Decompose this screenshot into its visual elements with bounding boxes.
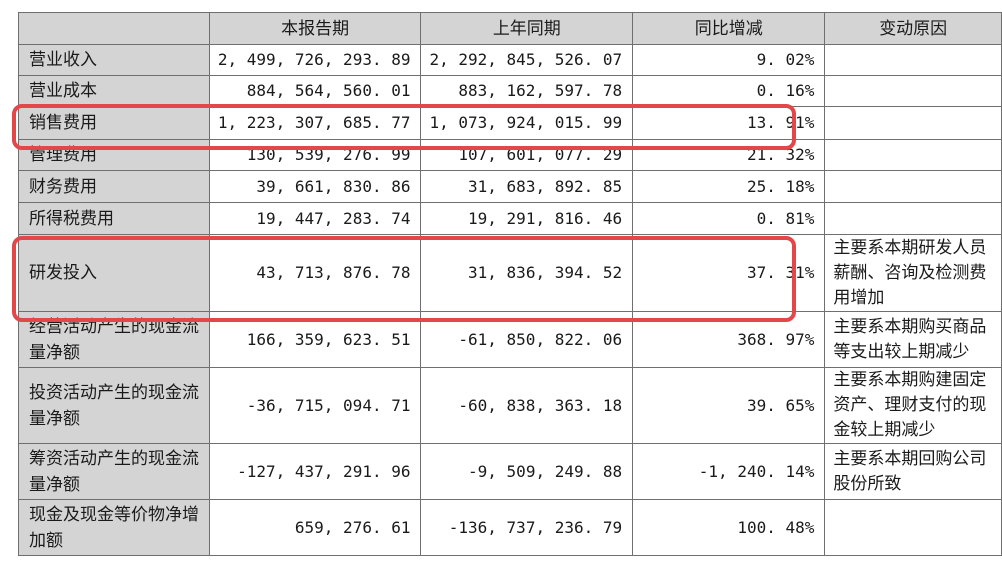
current-value: 39, 661, 830. 86	[208, 170, 422, 203]
header-cell-current: 本报告期	[208, 12, 422, 45]
previous-value: -61, 850, 822. 06	[420, 311, 634, 368]
reason-text	[824, 75, 1002, 107]
current-value: 884, 564, 560. 01	[208, 75, 422, 107]
row-label: 营业收入	[18, 44, 210, 76]
table-row: 筹资活动产生的现金流量净额 -127, 437, 291. 96 -9, 509…	[18, 443, 1002, 500]
current-value: 1, 223, 307, 685. 77	[208, 106, 422, 140]
current-value: -127, 437, 291. 96	[208, 443, 422, 500]
table-row: 财务费用 39, 661, 830. 86 31, 683, 892. 85 2…	[18, 170, 1002, 203]
reason-text	[824, 106, 1002, 140]
header-cell-change: 同比增减	[632, 12, 826, 45]
change-value: -1, 240. 14%	[632, 443, 826, 500]
change-value: 0. 81%	[632, 202, 826, 235]
reason-text: 主要系本期回购公司股份所致	[824, 443, 1002, 500]
previous-value: -60, 838, 363. 18	[420, 367, 634, 444]
row-label: 财务费用	[18, 170, 210, 203]
row-label: 销售费用	[18, 106, 210, 140]
reason-text: 主要系本期购建固定资产、理财支付的现金较上期减少	[824, 367, 1002, 444]
row-label: 营业成本	[18, 75, 210, 107]
current-value: 130, 539, 276. 99	[208, 139, 422, 171]
change-value: 39. 65%	[632, 367, 826, 444]
reason-text: 主要系本期购买商品等支出较上期减少	[824, 311, 1002, 368]
previous-value: 2, 292, 845, 526. 07	[420, 44, 634, 76]
table-row: 投资活动产生的现金流量净额 -36, 715, 094. 71 -60, 838…	[18, 367, 1002, 444]
change-value: 13. 91%	[632, 106, 826, 140]
previous-value: 1, 073, 924, 015. 99	[420, 106, 634, 140]
previous-value: 31, 683, 892. 85	[420, 170, 634, 203]
reason-text	[824, 170, 1002, 203]
previous-value: 883, 162, 597. 78	[420, 75, 634, 107]
reason-text: 主要系本期研发人员薪酬、咨询及检测费用增加	[824, 234, 1002, 312]
row-label: 投资活动产生的现金流量净额	[18, 367, 210, 444]
current-value: 43, 713, 876. 78	[208, 234, 422, 312]
financial-comparison-table: 本报告期 上年同期 同比增减 变动原因 营业收入 2, 499, 726, 29…	[18, 12, 1002, 556]
header-cell-reason: 变动原因	[824, 12, 1002, 45]
change-value: 0. 16%	[632, 75, 826, 107]
change-value: 37. 31%	[632, 234, 826, 312]
previous-value: 19, 291, 816. 46	[420, 202, 634, 235]
change-value: 368. 97%	[632, 311, 826, 368]
row-label: 筹资活动产生的现金流量净额	[18, 443, 210, 500]
change-value: 25. 18%	[632, 170, 826, 203]
change-value: 100. 48%	[632, 499, 826, 556]
row-label: 经营活动产生的现金流量净额	[18, 311, 210, 368]
current-value: 2, 499, 726, 293. 89	[208, 44, 422, 76]
reason-text	[824, 499, 1002, 556]
table-row: 营业成本 884, 564, 560. 01 883, 162, 597. 78…	[18, 75, 1002, 107]
table-row: 销售费用 1, 223, 307, 685. 77 1, 073, 924, 0…	[18, 106, 1002, 140]
table-row: 营业收入 2, 499, 726, 293. 89 2, 292, 845, 5…	[18, 44, 1002, 76]
table-row: 研发投入 43, 713, 876. 78 31, 836, 394. 52 3…	[18, 234, 1002, 312]
previous-value: 31, 836, 394. 52	[420, 234, 634, 312]
previous-value: -136, 737, 236. 79	[420, 499, 634, 556]
reason-text	[824, 202, 1002, 235]
row-label: 所得税费用	[18, 202, 210, 235]
table-row: 经营活动产生的现金流量净额 166, 359, 623. 51 -61, 850…	[18, 311, 1002, 368]
current-value: 659, 276. 61	[208, 499, 422, 556]
previous-value: 107, 601, 077. 29	[420, 139, 634, 171]
table-row: 现金及现金等价物净增加额 659, 276. 61 -136, 737, 236…	[18, 499, 1002, 556]
current-value: 19, 447, 283. 74	[208, 202, 422, 235]
current-value: 166, 359, 623. 51	[208, 311, 422, 368]
row-label: 管理费用	[18, 139, 210, 171]
previous-value: -9, 509, 249. 88	[420, 443, 634, 500]
table-row: 所得税费用 19, 447, 283. 74 19, 291, 816. 46 …	[18, 202, 1002, 235]
current-value: -36, 715, 094. 71	[208, 367, 422, 444]
reason-text	[824, 139, 1002, 171]
reason-text	[824, 44, 1002, 76]
row-label: 研发投入	[18, 234, 210, 312]
header-row: 本报告期 上年同期 同比增减 变动原因	[18, 12, 1002, 45]
financial-table-container: 本报告期 上年同期 同比增减 变动原因 营业收入 2, 499, 726, 29…	[18, 12, 1002, 556]
header-cell-previous: 上年同期	[420, 12, 634, 45]
header-cell-label	[18, 12, 210, 45]
table-row: 管理费用 130, 539, 276. 99 107, 601, 077. 29…	[18, 139, 1002, 171]
row-label: 现金及现金等价物净增加额	[18, 499, 210, 556]
change-value: 21. 32%	[632, 139, 826, 171]
change-value: 9. 02%	[632, 44, 826, 76]
